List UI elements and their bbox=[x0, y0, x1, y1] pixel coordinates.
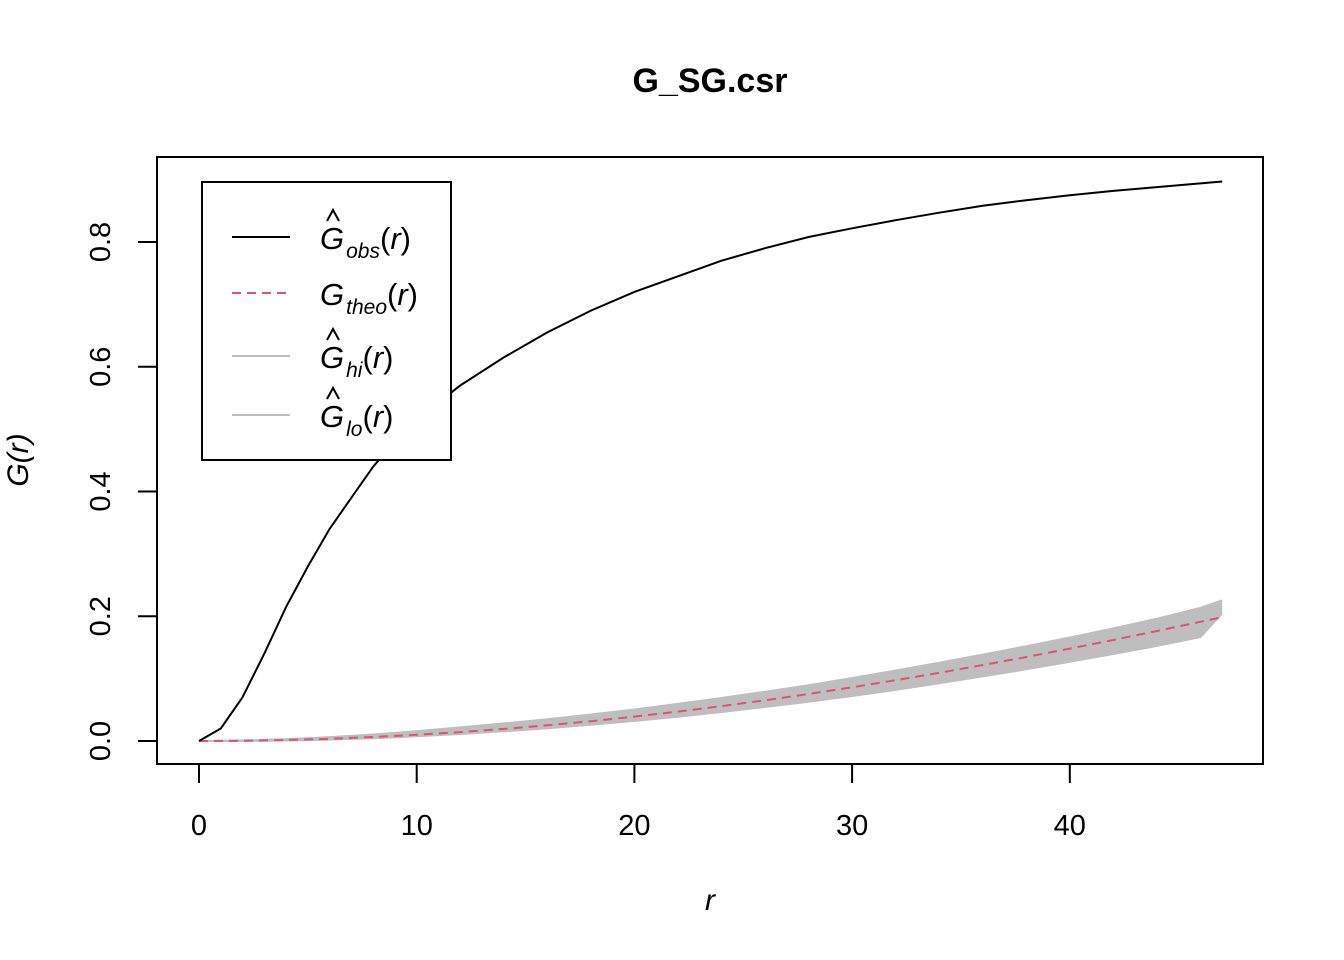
legend-label-main: G bbox=[320, 399, 344, 434]
hat-icon bbox=[326, 326, 340, 341]
legend-label-arg: ( bbox=[362, 340, 373, 375]
series-line-obs bbox=[198, 180, 1223, 742]
y-tick-label: 0.6 bbox=[85, 347, 117, 387]
legend-label-sub: hi bbox=[346, 359, 364, 382]
legend-label-arg-close: ) bbox=[401, 221, 411, 256]
chart-title: G_SG.csr bbox=[633, 62, 788, 100]
legend-label-main: G bbox=[320, 340, 344, 375]
series-line-lo bbox=[199, 612, 1223, 742]
envelope-band bbox=[199, 600, 1223, 741]
legend-label-theo: Gtheo(r) bbox=[320, 277, 418, 319]
legend-label-hi: Ghi(r) bbox=[320, 340, 393, 382]
axes: 0 10 20 30 40 0.0 0.2 0.4 0.6 0.8 bbox=[85, 222, 1086, 842]
legend-label-arg: ( bbox=[380, 221, 391, 256]
legend-label-arg: ( bbox=[387, 277, 398, 312]
legend-label-arg: ( bbox=[362, 399, 373, 434]
legend-label-sub: lo bbox=[346, 418, 363, 441]
series-line-theo bbox=[198, 616, 1223, 742]
legend: Gobs(r)Gtheo(r)Ghi(r)Glo(r) bbox=[201, 181, 452, 461]
legend-label-arg-r: r bbox=[390, 221, 402, 256]
hat-icon bbox=[326, 385, 340, 400]
legend-label-main: G bbox=[320, 221, 344, 256]
x-axis-label: r bbox=[705, 884, 716, 917]
y-axis-label: G(r) bbox=[2, 433, 35, 486]
legend-label-arg-r: r bbox=[373, 399, 385, 434]
legend-label-sub: obs bbox=[346, 240, 380, 263]
legend-label-sub: theo bbox=[346, 296, 387, 319]
legend-label-arg-r: r bbox=[373, 340, 385, 375]
y-tick-label: 0.4 bbox=[85, 471, 117, 511]
legend-label-lo: Glo(r) bbox=[320, 399, 393, 441]
legend-label-arg-close: ) bbox=[383, 399, 393, 434]
hat-icon bbox=[326, 207, 340, 222]
legend-box bbox=[201, 181, 452, 461]
legend-label-obs: Gobs(r) bbox=[320, 221, 411, 263]
x-tick-label: 10 bbox=[401, 810, 433, 842]
legend-label-arg-r: r bbox=[397, 277, 409, 312]
series-line-hi bbox=[198, 599, 1223, 742]
y-tick-label: 0.0 bbox=[85, 721, 117, 761]
x-tick-label: 0 bbox=[191, 810, 207, 842]
x-tick-label: 20 bbox=[618, 810, 650, 842]
x-tick-label: 30 bbox=[836, 810, 868, 842]
legend-label-arg-close: ) bbox=[408, 277, 418, 312]
legend-label-main: G bbox=[320, 277, 344, 312]
plot-area bbox=[198, 180, 1223, 742]
legend-label-arg-close: ) bbox=[383, 340, 393, 375]
y-tick-label: 0.2 bbox=[85, 596, 117, 636]
x-tick-label: 40 bbox=[1054, 810, 1086, 842]
y-tick-label: 0.8 bbox=[85, 222, 117, 262]
